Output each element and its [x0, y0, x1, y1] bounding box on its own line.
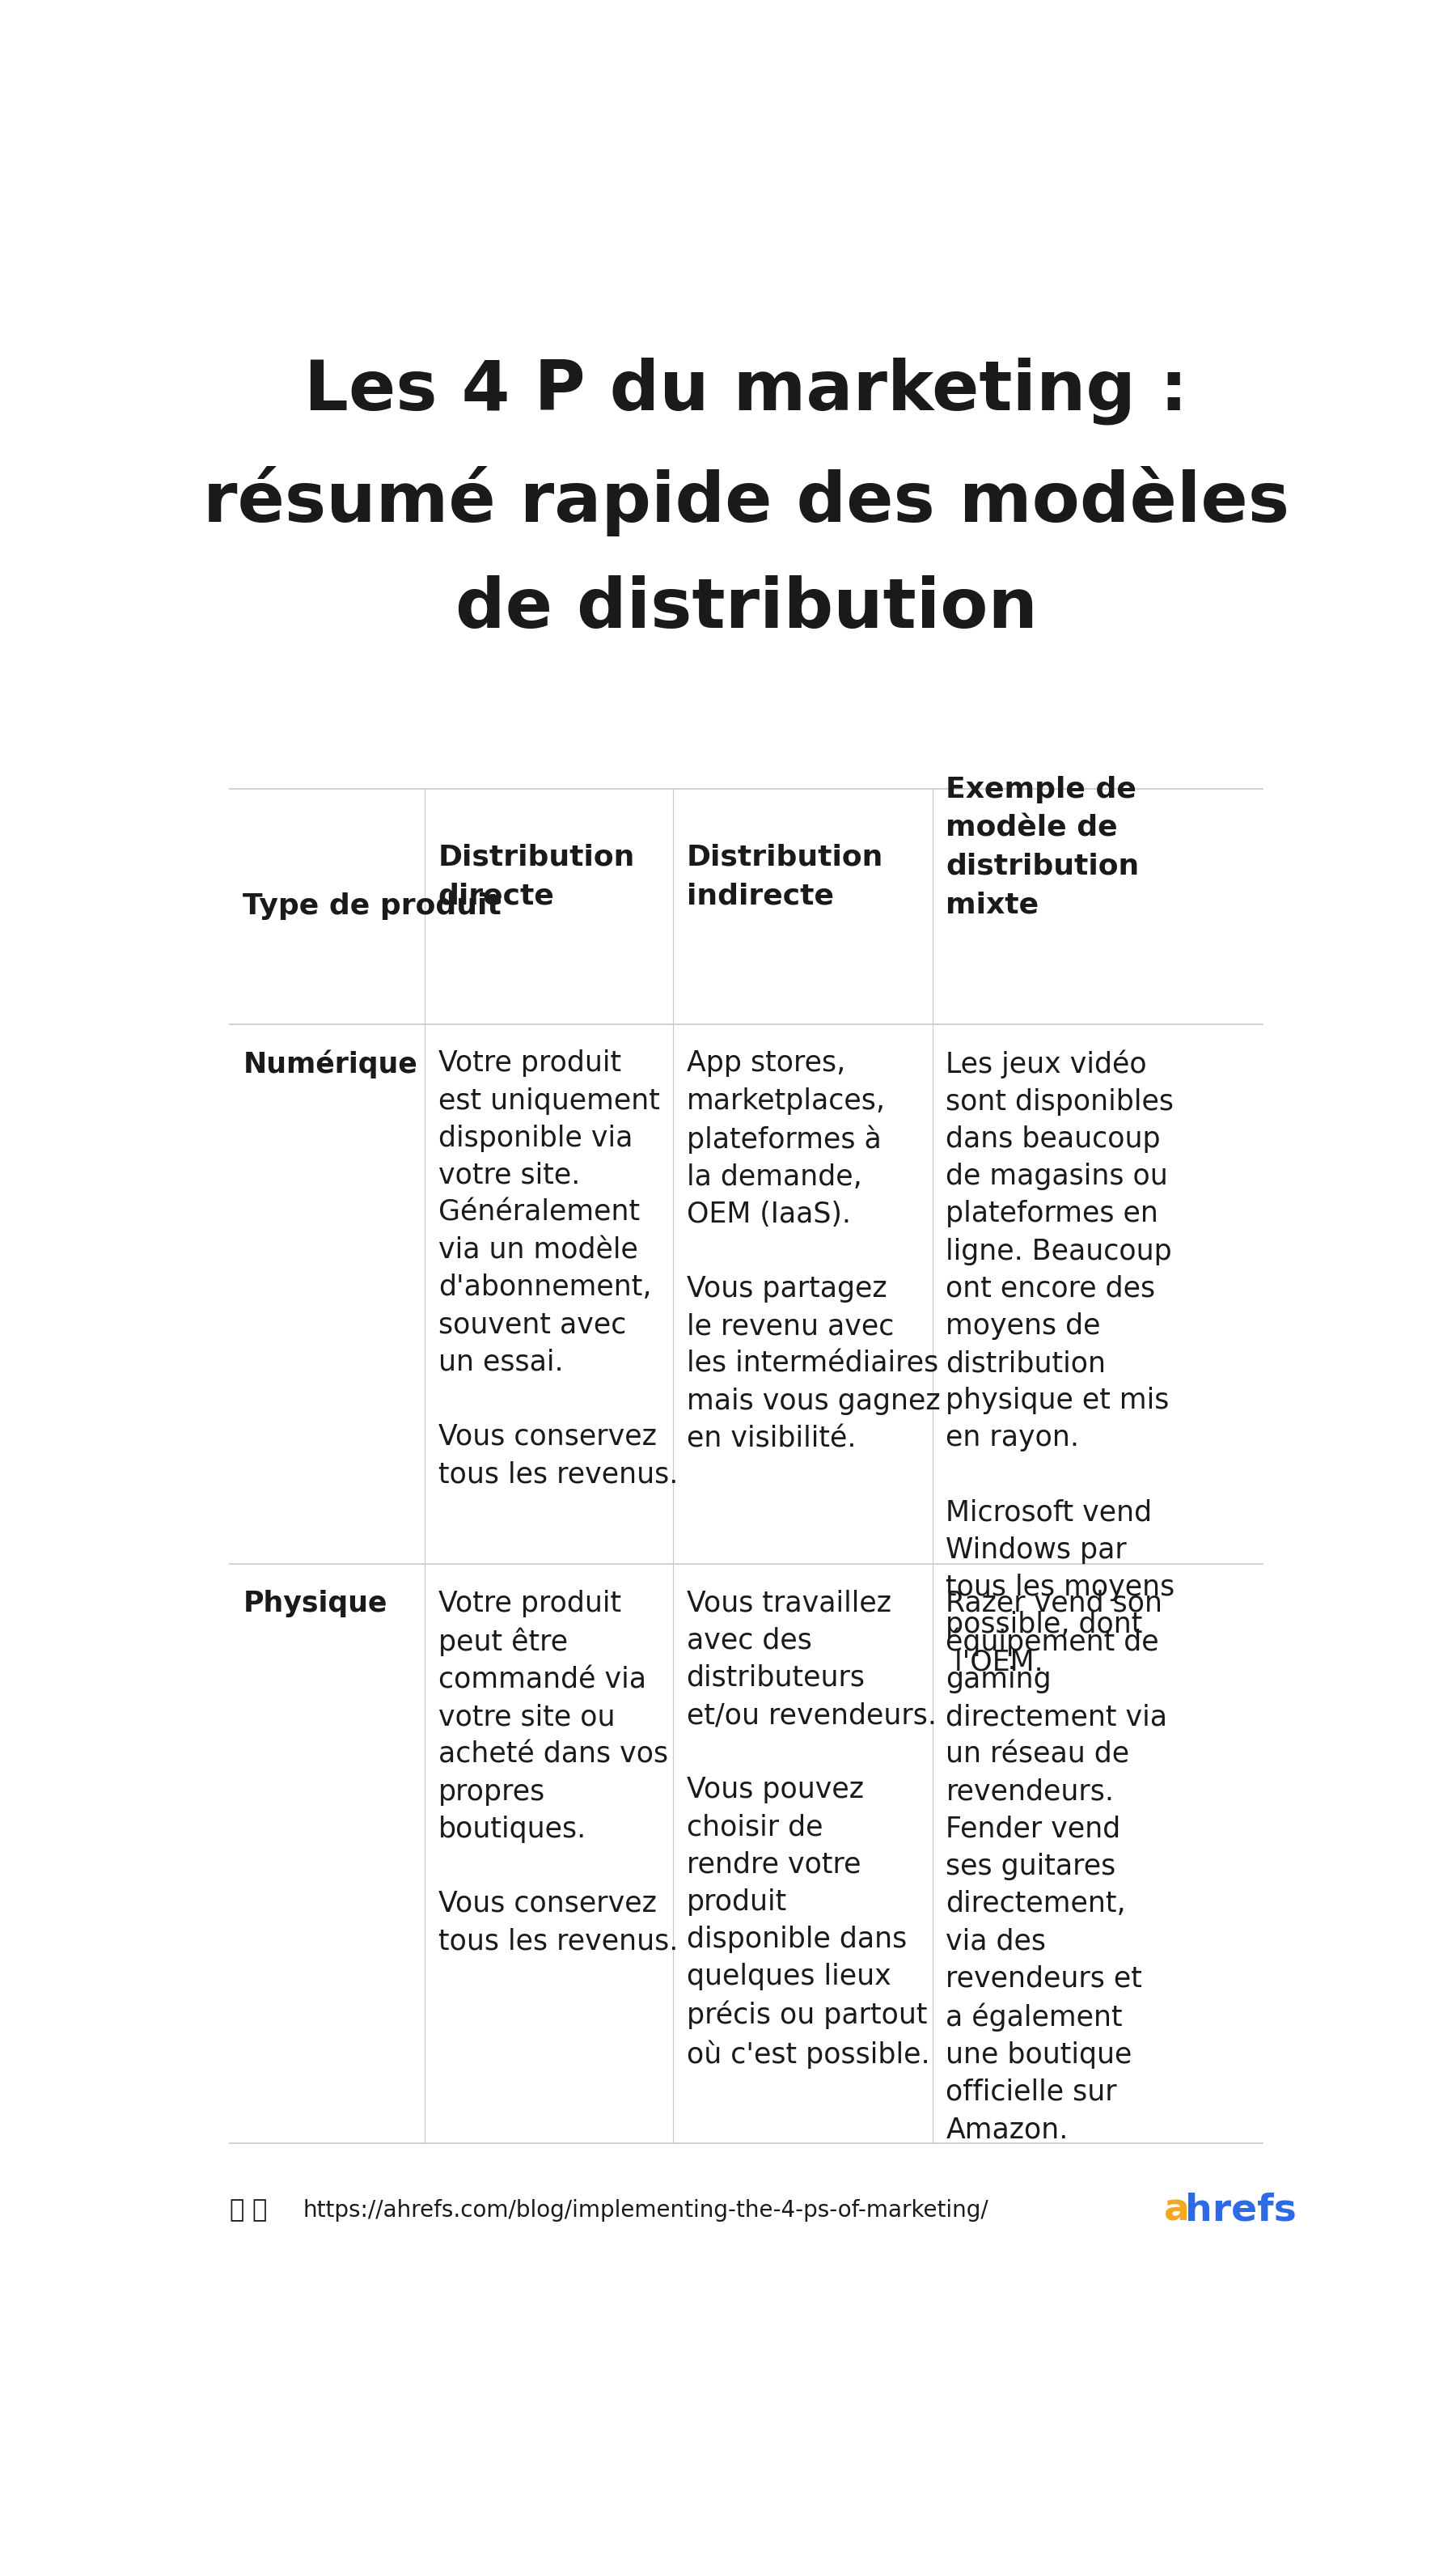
Text: Vous travaillez
avec des
distributeurs
et/ou revendeurs.

Vous pouvez
choisir de: Vous travaillez avec des distributeurs e…: [686, 1590, 936, 2070]
Text: Razer vend son
équipement de
gaming
directement via
un réseau de
revendeurs.
Fen: Razer vend son équipement de gaming dire…: [946, 1590, 1168, 2144]
Text: de distribution: de distribution: [456, 575, 1037, 642]
Text: Distribution
directe: Distribution directe: [438, 845, 635, 909]
Text: App stores,
marketplaces,
plateformes à
la demande,
OEM (IaaS).

Vous partagez
l: App stores, marketplaces, plateformes à …: [686, 1050, 941, 1453]
Text: Exemple de
modèle de
distribution
mixte: Exemple de modèle de distribution mixte: [946, 776, 1140, 919]
Text: ⓒ ⓘ: ⓒ ⓘ: [230, 2198, 266, 2221]
Text: Numérique: Numérique: [243, 1050, 418, 1079]
Text: Les 4 P du marketing :: Les 4 P du marketing :: [304, 357, 1188, 426]
Text: a: a: [1163, 2193, 1190, 2229]
Text: https://ahrefs.com/blog/implementing-the-4-ps-of-marketing/: https://ahrefs.com/blog/implementing-the…: [303, 2198, 989, 2221]
Text: Votre produit
est uniquement
disponible via
votre site.
Généralement
via un modè: Votre produit est uniquement disponible …: [438, 1050, 678, 1487]
Text: hrefs: hrefs: [1185, 2193, 1297, 2229]
Text: Votre produit
peut être
commandé via
votre site ou
acheté dans vos
propres
bouti: Votre produit peut être commandé via vot…: [438, 1590, 678, 1954]
Text: résumé rapide des modèles: résumé rapide des modèles: [202, 467, 1290, 537]
Text: Les jeux vidéo
sont disponibles
dans beaucoup
de magasins ou
plateformes en
lign: Les jeux vidéo sont disponibles dans bea…: [946, 1050, 1175, 1677]
Text: Physique: Physique: [243, 1590, 387, 1618]
Text: Distribution
indirecte: Distribution indirecte: [686, 845, 884, 909]
Text: Type de produit: Type de produit: [243, 894, 501, 919]
